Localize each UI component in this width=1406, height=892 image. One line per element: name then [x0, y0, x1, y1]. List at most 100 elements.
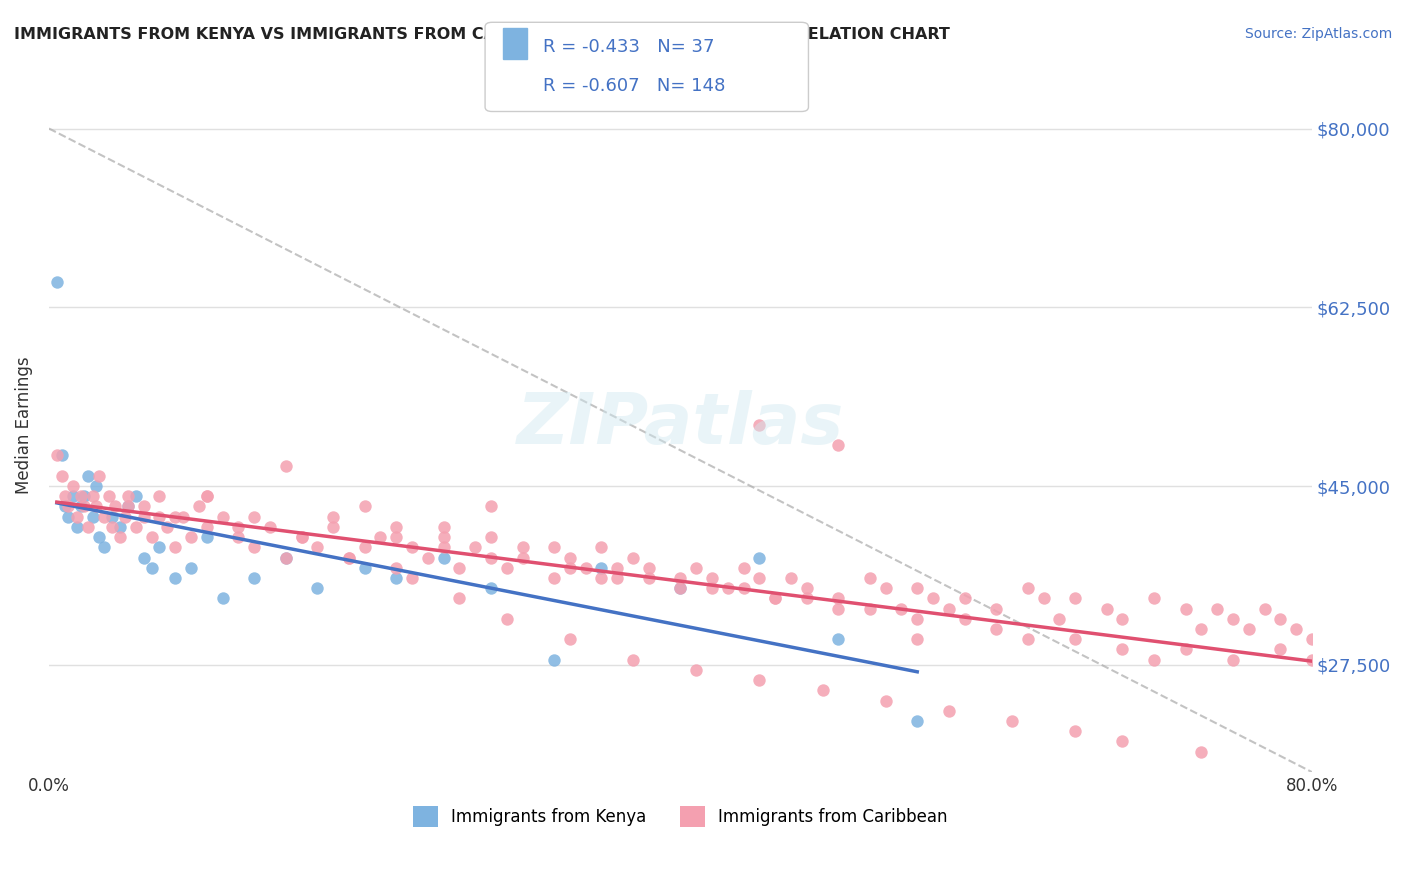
Point — [290, 530, 312, 544]
Point — [890, 601, 912, 615]
Point — [986, 601, 1008, 615]
Point — [1270, 612, 1292, 626]
Point — [337, 550, 360, 565]
Point — [228, 520, 250, 534]
Point — [82, 489, 104, 503]
Point — [905, 612, 928, 626]
Point — [353, 560, 375, 574]
Point — [938, 601, 960, 615]
Point — [401, 541, 423, 555]
Point — [591, 571, 613, 585]
Point — [89, 530, 111, 544]
Point — [148, 489, 170, 503]
Point — [1237, 622, 1260, 636]
Point — [1143, 653, 1166, 667]
Point — [685, 560, 707, 574]
Point — [575, 560, 598, 574]
Point — [543, 541, 565, 555]
Point — [621, 653, 644, 667]
Point — [370, 530, 392, 544]
Point — [274, 458, 297, 473]
Point — [1270, 642, 1292, 657]
Point — [827, 601, 849, 615]
Point — [62, 479, 84, 493]
Point — [621, 550, 644, 565]
Point — [811, 683, 834, 698]
Point — [763, 591, 786, 606]
Point — [700, 571, 723, 585]
Point — [479, 581, 502, 595]
Point — [243, 509, 266, 524]
Point — [353, 500, 375, 514]
Point — [385, 530, 408, 544]
Text: R = -0.607   N= 148: R = -0.607 N= 148 — [543, 77, 725, 95]
Point — [543, 571, 565, 585]
Point — [148, 541, 170, 555]
Point — [416, 550, 439, 565]
Point — [62, 489, 84, 503]
Point — [104, 500, 127, 514]
Point — [93, 541, 115, 555]
Point — [89, 468, 111, 483]
Point — [180, 560, 202, 574]
Point — [859, 601, 882, 615]
Point — [101, 520, 124, 534]
Point — [1222, 653, 1244, 667]
Point — [56, 500, 79, 514]
Point — [1047, 612, 1070, 626]
Point — [117, 489, 139, 503]
Point — [1189, 622, 1212, 636]
Point — [148, 509, 170, 524]
Point — [1206, 601, 1229, 615]
Point — [433, 520, 456, 534]
Point — [748, 417, 770, 432]
Point — [132, 500, 155, 514]
Point — [132, 550, 155, 565]
Point — [433, 550, 456, 565]
Point — [307, 581, 329, 595]
Point — [132, 509, 155, 524]
Point — [669, 581, 692, 595]
Point — [180, 530, 202, 544]
Point — [195, 530, 218, 544]
Point — [1222, 612, 1244, 626]
Point — [165, 541, 187, 555]
Point — [1111, 642, 1133, 657]
Point — [512, 550, 534, 565]
Point — [905, 581, 928, 595]
Point — [1174, 601, 1197, 615]
Point — [69, 489, 91, 503]
Point — [780, 571, 803, 585]
Point — [243, 571, 266, 585]
Point — [195, 520, 218, 534]
Point — [1032, 591, 1054, 606]
Point — [172, 509, 194, 524]
Point — [125, 489, 148, 503]
Point — [875, 693, 897, 707]
Point — [733, 581, 755, 595]
Point — [449, 560, 471, 574]
Point — [433, 541, 456, 555]
Point — [606, 560, 628, 574]
Point — [211, 591, 233, 606]
Point — [1253, 601, 1275, 615]
Point — [512, 541, 534, 555]
Point — [1064, 591, 1087, 606]
Point — [986, 622, 1008, 636]
Point — [228, 530, 250, 544]
Point — [558, 560, 581, 574]
Point — [86, 500, 108, 514]
Point — [748, 550, 770, 565]
Point — [1017, 632, 1039, 647]
Point — [337, 550, 360, 565]
Point — [1301, 653, 1323, 667]
Y-axis label: Median Earnings: Median Earnings — [15, 356, 32, 493]
Point — [669, 571, 692, 585]
Point — [464, 541, 486, 555]
Point — [1111, 612, 1133, 626]
Point — [45, 275, 67, 289]
Point — [1301, 632, 1323, 647]
Point — [827, 632, 849, 647]
Point — [353, 541, 375, 555]
Point — [274, 550, 297, 565]
